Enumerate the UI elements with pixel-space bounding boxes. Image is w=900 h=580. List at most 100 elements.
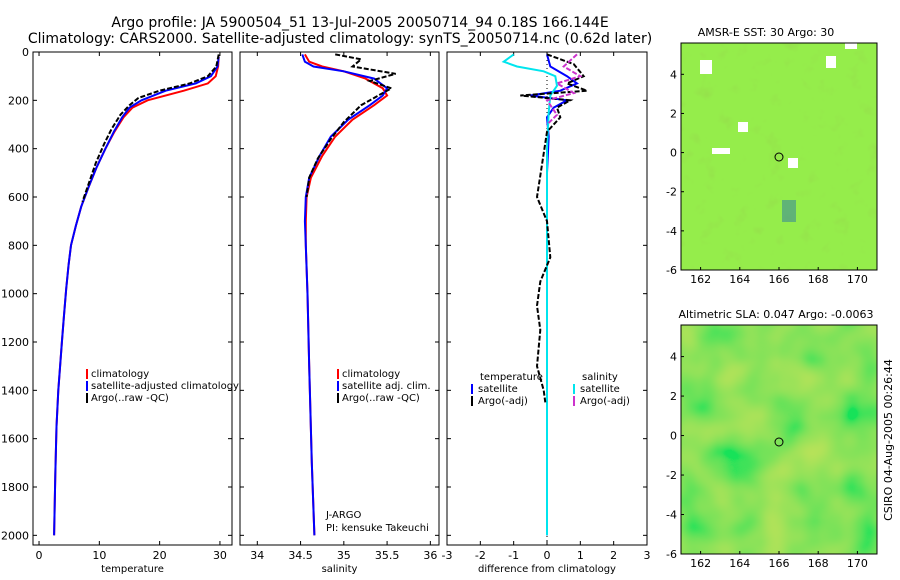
temperature-legend-label: Argo(..raw -QC): [91, 393, 169, 404]
temperature-xlabel: temperature: [101, 564, 164, 575]
difference-xtick-label: 2: [610, 549, 617, 562]
sla-map-argo-marker: [774, 437, 784, 447]
difference-legend-label: temperature: [480, 372, 543, 383]
sla_map-xtick-label: 170: [847, 557, 868, 570]
difference-xtick-label: -2: [475, 549, 486, 562]
sst_map-ytick-label: -6: [666, 264, 677, 277]
sst_map-ytick-label: 4: [670, 68, 677, 81]
depth-tick-label: 200: [8, 94, 29, 107]
sst-map-missing-cell: [788, 158, 798, 168]
difference-series-line: [530, 54, 580, 536]
salinity-legend-label: satellite adj. clim.: [342, 381, 431, 392]
difference-series-line: [545, 53, 583, 126]
depth-tick-label: 1600: [1, 433, 29, 446]
sla_map-ytick-label: -6: [666, 548, 677, 561]
salinity-xtick-label: 34: [250, 549, 264, 562]
timestamp-side-label: CSIRO 04-Aug-2005 00:26:44: [882, 359, 895, 521]
sla-map-title: Altimetric SLA: 0.047 Argo: -0.0063: [679, 308, 874, 321]
difference-series-line: [501, 53, 559, 536]
temperature-xtick-label: 30: [213, 549, 227, 562]
difference-legend-label: Argo(-adj): [478, 396, 528, 407]
sla_map-ytick-label: -4: [666, 509, 677, 522]
depth-tick-label: 0: [22, 46, 29, 59]
sla_map-xtick-label: 164: [729, 557, 750, 570]
temperature-series-line: [81, 54, 220, 203]
temperature-legend-label: satellite-adjusted climatology: [91, 381, 239, 392]
sst_map-xtick-label: 166: [769, 273, 790, 286]
difference-legend-label: satellite: [580, 384, 620, 395]
salinity-panel: 34 34.5 35 35.5 36 salinity climatologysatelli…: [239, 51, 440, 575]
sla_map-ytick-label: -2: [666, 469, 677, 482]
temperature-xtick-label: 20: [153, 549, 167, 562]
temperature-panel: 0 10 20 30 0 200 400 600 800 1000 1200 1400 1600 1800…: [1, 46, 239, 575]
salinity-annotation: PI: kensuke Takeuchi: [326, 523, 429, 534]
sla_map-ytick-label: 2: [670, 390, 677, 403]
depth-tick-label: 400: [8, 143, 29, 156]
sst-map-missing-cell: [845, 43, 857, 49]
sst_map-xtick-label: 168: [808, 273, 829, 286]
difference-legend-label: satellite: [478, 384, 518, 395]
sst_map-ytick-label: -4: [666, 225, 677, 238]
salinity-xtick-label: 34.5: [288, 549, 313, 562]
depth-tick-label: 800: [8, 239, 29, 252]
figure-title-line1: Argo profile: JA 5900504_51 13-Jul-2005 …: [111, 15, 608, 31]
salinity-series-line: [305, 53, 396, 198]
difference-xtick-label: 1: [577, 549, 584, 562]
sst-map-cool-patch: [782, 200, 796, 222]
sla_map-ytick-label: 0: [670, 430, 677, 443]
sst_map-xtick-label: 170: [847, 273, 868, 286]
sst_map-ytick-label: -2: [666, 186, 677, 199]
sla-map-field: [681, 325, 877, 554]
salinity-xtick-label: 35.5: [375, 549, 400, 562]
sst-map-panel: AMSR-E SST: 30 Argo: 30 162 164 166 168 170 -…: [666, 26, 878, 286]
depth-tick-label: 600: [8, 191, 29, 204]
salinity-annotation: J-ARGO: [325, 510, 362, 521]
depth-tick-label: 1800: [1, 481, 29, 494]
temperature-series-line: [53, 56, 220, 536]
sst_map-ytick-label: 2: [670, 107, 677, 120]
difference-legend-label: Argo(-adj): [580, 396, 630, 407]
salinity-legend-label: climatology: [342, 369, 400, 380]
sst-map-field: [681, 43, 877, 270]
sla_map-xtick-label: 166: [769, 557, 790, 570]
salinity-xtick-label: 36: [423, 549, 437, 562]
sst-map-argo-marker: [774, 152, 784, 162]
difference-legend-label: salinity: [582, 372, 618, 383]
salinity-legend-label: Argo(..raw -QC): [342, 393, 420, 404]
depth-tick-label: 1400: [1, 384, 29, 397]
salinity-series-line: [304, 53, 389, 536]
difference-series-line: [520, 53, 588, 403]
sla_map-xtick-label: 168: [808, 557, 829, 570]
sst-map-missing-cell: [826, 56, 836, 68]
sla-map-panel: Altimetric SLA: 0.047 Argo: -0.0063 162 1…: [666, 308, 878, 570]
sst_map-xtick-label: 162: [690, 273, 711, 286]
sst-map-missing-cell: [700, 60, 712, 74]
temperature-legend-label: climatology: [91, 369, 149, 380]
sst-map-title: AMSR-E SST: 30 Argo: 30: [698, 26, 835, 39]
sst_map-xtick-label: 164: [729, 273, 750, 286]
salinity-series-line: [301, 54, 389, 536]
temperature-xtick-label: 0: [36, 549, 43, 562]
salinity-xtick-label: 35: [337, 549, 351, 562]
sla_map-ytick-label: 4: [670, 351, 677, 364]
sla_map-xtick-label: 162: [690, 557, 711, 570]
sst-map-missing-cell: [738, 122, 748, 132]
difference-xtick-label: -1: [508, 549, 519, 562]
temperature-series-line: [53, 56, 220, 536]
difference-xlabel: difference from climatology: [478, 564, 616, 575]
temperature-xtick-label: 10: [92, 549, 106, 562]
sst_map-ytick-label: 0: [670, 147, 677, 160]
depth-tick-label: 1000: [1, 288, 29, 301]
difference-xtick-label: 3: [644, 549, 651, 562]
salinity-xlabel: salinity: [322, 564, 358, 575]
difference-xtick-label: -3: [442, 549, 453, 562]
difference-panel: -3 -2 -1 0 1 2 3 difference from climatology tem…: [442, 51, 651, 575]
salinity-axes-frame: [239, 51, 440, 546]
depth-tick-label: 1200: [1, 336, 29, 349]
depth-tick-label: 2000: [1, 529, 29, 542]
temperature-axes-frame: [32, 51, 233, 546]
figure-title-line2: Climatology: CARS2000. Satellite-adjuste…: [28, 31, 652, 47]
sst-map-missing-cell: [712, 148, 730, 154]
difference-xtick-label: 0: [544, 549, 551, 562]
